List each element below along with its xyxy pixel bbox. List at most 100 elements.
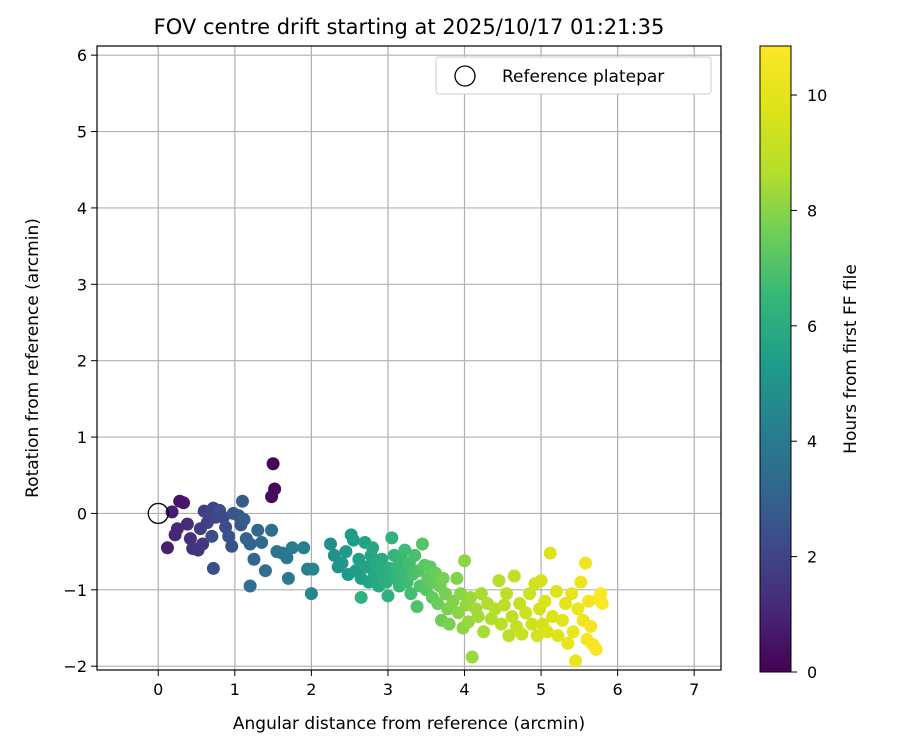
x-tick-label: 7 <box>689 680 699 699</box>
data-point <box>582 594 596 608</box>
data-point <box>235 494 249 508</box>
data-point <box>404 587 418 601</box>
data-point <box>589 642 603 656</box>
data-point <box>534 574 548 588</box>
data-point <box>165 505 179 519</box>
data-point <box>237 513 251 527</box>
data-point <box>408 548 422 562</box>
data-point <box>304 587 318 601</box>
data-point <box>385 531 399 545</box>
legend-label: Reference platepar <box>502 67 664 87</box>
legend: Reference platepar <box>435 56 712 95</box>
legend-marker-icon <box>454 65 476 87</box>
data-point <box>507 569 521 583</box>
data-point <box>523 587 537 601</box>
data-point <box>354 590 368 604</box>
data-point <box>500 587 514 601</box>
colorbar-tick-label: 10 <box>807 86 827 105</box>
data-point <box>546 610 560 624</box>
data-point <box>484 612 498 626</box>
colorbar-tick-label: 2 <box>807 548 817 567</box>
data-point <box>160 541 174 555</box>
data-point <box>222 529 236 543</box>
data-point <box>519 606 533 620</box>
colorbar-tick-label: 4 <box>807 432 817 451</box>
data-point <box>335 556 349 570</box>
data-point <box>502 629 516 643</box>
y-tick-label: 1 <box>77 428 87 447</box>
data-point <box>497 598 511 612</box>
data-point <box>196 537 210 551</box>
data-point <box>569 654 583 668</box>
data-point <box>566 625 580 639</box>
plot-frame <box>96 45 722 671</box>
data-point <box>251 523 265 537</box>
data-point <box>216 510 230 524</box>
data-point <box>436 571 450 585</box>
colorbar: 0 2 4 6 8 10 Hours from first FF file <box>759 45 861 682</box>
data-point <box>571 602 585 616</box>
data-point <box>206 561 220 575</box>
data-point <box>595 597 609 611</box>
data-point <box>461 615 475 629</box>
data-point <box>477 625 491 639</box>
reference-platepar-point <box>147 502 169 525</box>
data-point <box>265 523 279 537</box>
data-point <box>339 545 353 559</box>
colorbar-ticks: 0 2 4 6 8 10 <box>791 86 827 682</box>
data-point <box>431 597 445 611</box>
data-point <box>584 619 598 633</box>
data-point <box>551 629 565 643</box>
data-point <box>243 537 257 551</box>
data-point <box>454 587 468 601</box>
data-point <box>549 584 563 598</box>
data-point <box>381 589 395 603</box>
data-point <box>465 650 479 664</box>
data-point <box>205 529 219 543</box>
data-point <box>280 551 294 565</box>
data-point <box>561 636 575 650</box>
data-point <box>530 629 544 643</box>
data-point <box>247 552 261 566</box>
data-point <box>183 532 197 546</box>
data-point <box>492 574 506 588</box>
data-point <box>306 562 320 576</box>
colorbar-gradient <box>759 45 792 673</box>
y-tick-label: −2 <box>63 657 87 676</box>
x-tick-label: 2 <box>306 680 316 699</box>
data-point <box>266 457 280 471</box>
x-tick-label: 3 <box>383 680 393 699</box>
data-point <box>464 590 478 604</box>
y-tick-label: 3 <box>77 275 87 294</box>
data-point <box>281 571 295 585</box>
data-point <box>324 537 338 551</box>
reference-marker <box>147 502 169 525</box>
data-point <box>366 541 380 555</box>
y-tick-label: 2 <box>77 352 87 371</box>
x-tick-label: 5 <box>536 680 546 699</box>
data-point <box>559 597 573 611</box>
x-axis-label: Angular distance from reference (arcmin) <box>233 714 585 734</box>
data-point <box>594 587 608 601</box>
data-point <box>375 552 389 566</box>
data-points <box>160 457 609 668</box>
data-point <box>243 579 257 593</box>
data-point <box>538 594 552 608</box>
data-point <box>170 522 184 536</box>
y-axis-ticks: −2 −1 0 1 2 3 4 5 6 <box>63 46 97 676</box>
x-tick-label: 6 <box>613 680 623 699</box>
data-point <box>540 625 554 639</box>
data-point <box>442 617 456 631</box>
data-point <box>578 556 592 570</box>
data-point <box>180 517 194 531</box>
colorbar-tick-label: 8 <box>807 201 817 220</box>
data-point <box>474 587 488 601</box>
x-tick-label: 4 <box>459 680 469 699</box>
colorbar-tick-label: 0 <box>807 663 817 682</box>
data-point <box>458 554 472 568</box>
data-point <box>258 564 272 578</box>
data-point <box>410 600 424 614</box>
data-point <box>265 490 279 504</box>
data-point <box>574 575 588 589</box>
